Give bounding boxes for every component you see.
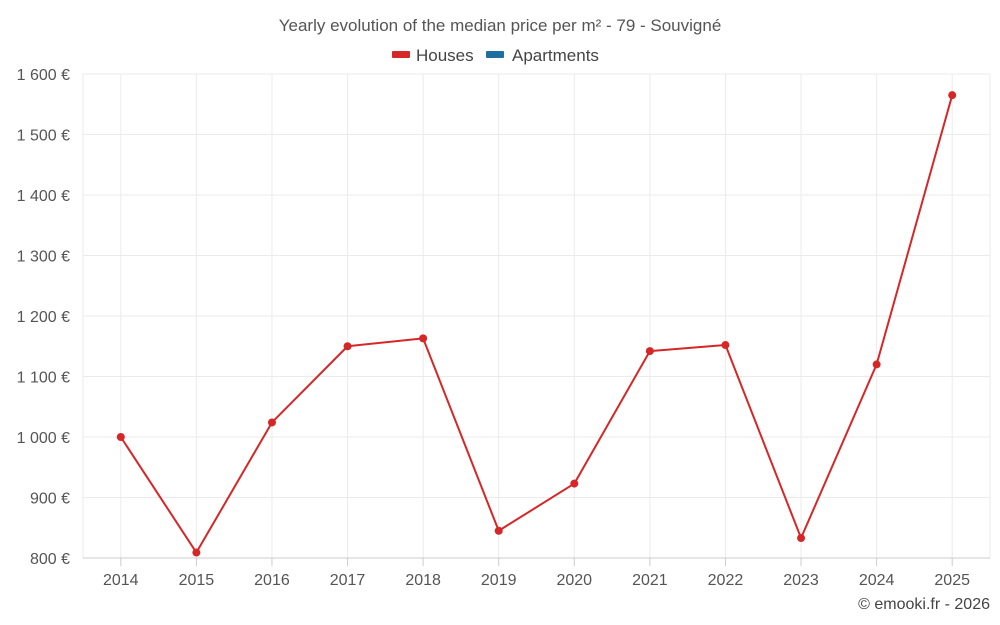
data-point[interactable] <box>645 347 654 356</box>
data-point[interactable] <box>267 418 276 427</box>
y-tick-label: 1 100 € <box>17 370 70 387</box>
legend-swatch-houses <box>392 51 410 58</box>
data-point[interactable] <box>948 91 957 100</box>
x-tick-label: 2025 <box>934 572 970 589</box>
legend-item-houses[interactable]: Houses <box>392 46 474 65</box>
x-tick-label: 2015 <box>179 572 215 589</box>
data-point[interactable] <box>419 334 428 343</box>
legend-swatch-apartments <box>486 51 504 58</box>
legend-item-apartments[interactable]: Apartments <box>486 46 599 65</box>
chart-title: Yearly evolution of the median price per… <box>279 16 722 35</box>
legend: Houses Apartments <box>392 46 599 65</box>
y-tick-label: 1 400 € <box>17 188 70 205</box>
series-houses <box>116 91 957 557</box>
data-point[interactable] <box>494 526 503 535</box>
x-axis: 2014 2015 2016 2017 2018 2019 2020 2021 2022 2023… <box>83 557 990 589</box>
data-point[interactable] <box>872 360 881 369</box>
x-tick-label: 2019 <box>481 572 517 589</box>
y-tick-label: 900 € <box>30 491 70 508</box>
gridlines <box>82 73 991 558</box>
legend-label-apartments: Apartments <box>512 46 599 65</box>
y-tick-label: 800 € <box>30 551 70 568</box>
x-tick-label: 2014 <box>103 572 139 589</box>
y-tick-label: 1 600 € <box>17 67 70 84</box>
credit-text: © emooki.fr - 2026 <box>858 596 990 613</box>
x-tick-label: 2020 <box>556 572 592 589</box>
series-line-houses <box>119 94 954 554</box>
data-point[interactable] <box>721 341 730 350</box>
x-tick-label: 2016 <box>254 572 290 589</box>
x-tick-label: 2017 <box>330 572 366 589</box>
legend-label-houses: Houses <box>416 46 474 65</box>
data-point[interactable] <box>570 479 579 488</box>
data-point[interactable] <box>797 534 806 543</box>
x-tick-label: 2021 <box>632 572 668 589</box>
x-tick-label: 2018 <box>405 572 441 589</box>
data-point[interactable] <box>192 548 201 557</box>
x-tick-label: 2022 <box>708 572 744 589</box>
data-point[interactable] <box>343 342 352 351</box>
x-tick-label: 2024 <box>859 572 895 589</box>
y-axis: 800 € 900 € 1 000 € 1 100 € 1 200 € 1 300 € 1 … <box>17 67 70 568</box>
y-tick-label: 1 000 € <box>17 430 70 447</box>
y-tick-label: 1 300 € <box>17 249 70 266</box>
y-tick-label: 1 200 € <box>17 309 70 326</box>
y-tick-label: 1 500 € <box>17 128 70 145</box>
data-point[interactable] <box>116 433 125 441</box>
x-tick-label: 2023 <box>783 572 819 589</box>
